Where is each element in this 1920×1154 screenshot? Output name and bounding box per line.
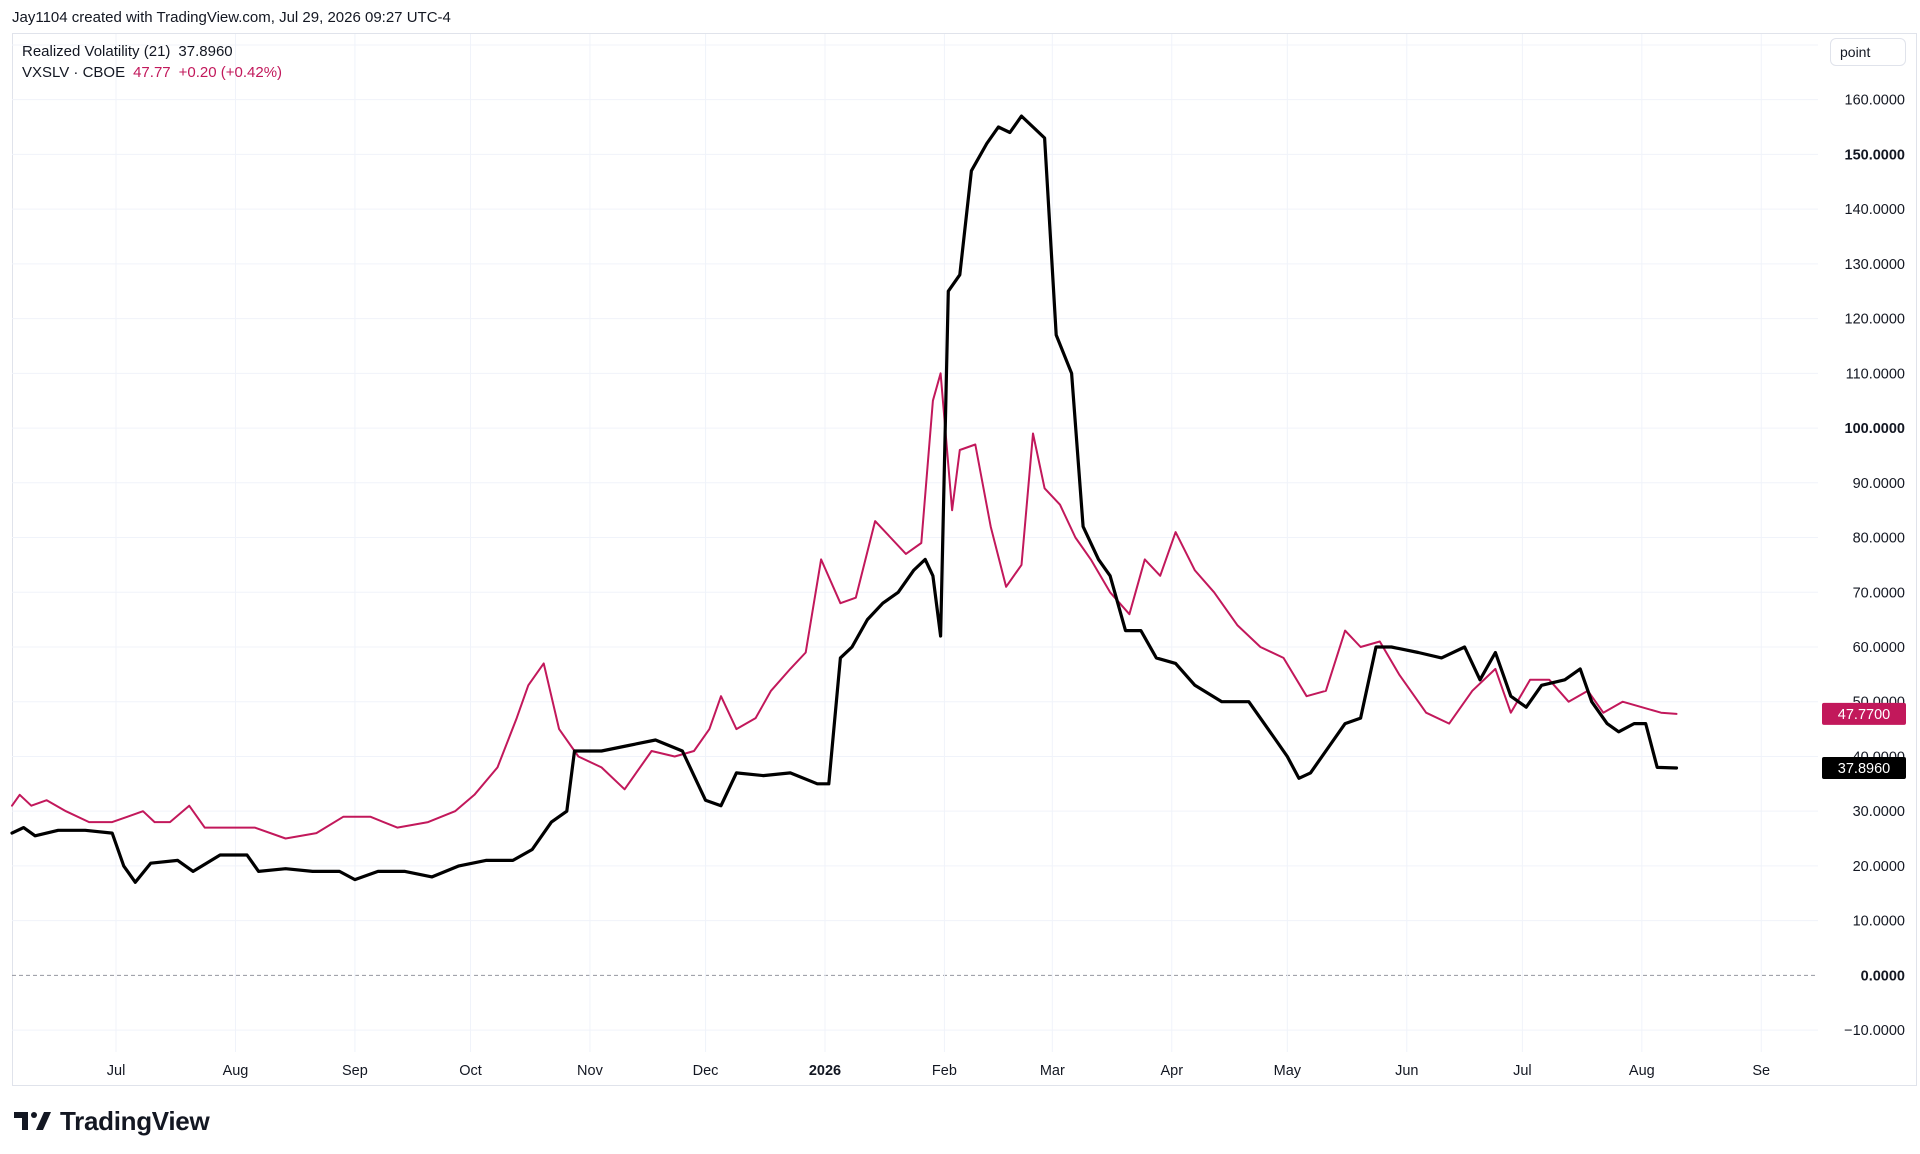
x-tick-label: 2026 [809,1063,841,1079]
x-tick-label: Jul [1513,1063,1532,1079]
x-tick-label: Aug [1629,1063,1655,1079]
y-tick-label: 90.0000 [1853,476,1905,492]
x-tick-label: Oct [459,1063,482,1079]
last-value-badges: 37.8960 47.7700 [1822,702,1906,779]
series-lines [10,114,1679,884]
last-value-text: 47.7700 [1838,707,1890,723]
y-tick-label: 120.0000 [1845,312,1905,328]
last-value-badge-vxslv: 47.7700 [1822,702,1906,725]
legend-symbol-name: VXSLV · CBOE [22,64,126,81]
x-tick-label: Mar [1040,1063,1065,1079]
legend-symbol[interactable]: VXSLV · CBOE 47.77 +0.20 (+0.42%) [22,64,282,81]
y-tick-label: 0.0000 [1861,968,1905,984]
x-tick-label: Dec [693,1063,719,1079]
grid-lines [12,34,1818,1052]
y-tick-label: 100.0000 [1845,421,1905,437]
y-tick-label: 30.0000 [1853,804,1905,820]
legend-symbol-change: +0.20 (+0.42%) [178,64,283,81]
y-tick-label: 20.0000 [1853,859,1905,875]
x-tick-label: Se [1752,1063,1770,1079]
y-tick-label: 10.0000 [1853,914,1905,930]
y-tick-label: 80.0000 [1853,531,1905,547]
x-tick-label: Feb [932,1063,957,1079]
y-tick-label: 110.0000 [1846,366,1905,382]
legend-symbol-price: 47.77 [133,64,171,81]
last-value-text: 37.8960 [1838,761,1890,777]
x-tick-label: Aug [223,1063,249,1079]
x-tick-label: Jun [1395,1063,1418,1079]
brand-name: TradingView [60,1105,210,1136]
legend-indicator-value: 37.8960 [178,43,233,60]
x-tick-label: Apr [1160,1063,1183,1079]
y-tick-label: 130.0000 [1845,257,1905,273]
y-tick-label: 70.0000 [1853,585,1905,601]
x-tick-label: Sep [342,1063,368,1079]
y-tick-label: 150.0000 [1845,147,1905,163]
tradingview-brand[interactable]: TradingView [14,1105,210,1136]
x-tick-label: May [1274,1063,1302,1079]
x-tick-label: Jul [107,1063,126,1079]
chart-frame[interactable] [12,33,1917,1086]
scale-mode-button[interactable]: point [1830,38,1906,66]
y-tick-label: −10.0000 [1844,1023,1905,1039]
legend-indicator[interactable]: Realized Volatility (21) 37.8960 [22,43,233,60]
tradingview-logo-icon [14,1112,51,1130]
series-line-vxslv [11,372,1678,840]
series-line-realized-volatility [10,114,1679,884]
last-value-badge-realized-volatility: 37.8960 [1822,756,1906,779]
y-tick-label: 60.0000 [1853,640,1905,656]
y-tick-label: 140.0000 [1845,202,1905,218]
legend-indicator-name: Realized Volatility (21) [22,43,171,60]
x-tick-label: Nov [577,1063,604,1079]
y-tick-label: 160.0000 [1845,93,1905,109]
chart-credit: Jay1104 created with TradingView.com, Ju… [12,9,451,26]
